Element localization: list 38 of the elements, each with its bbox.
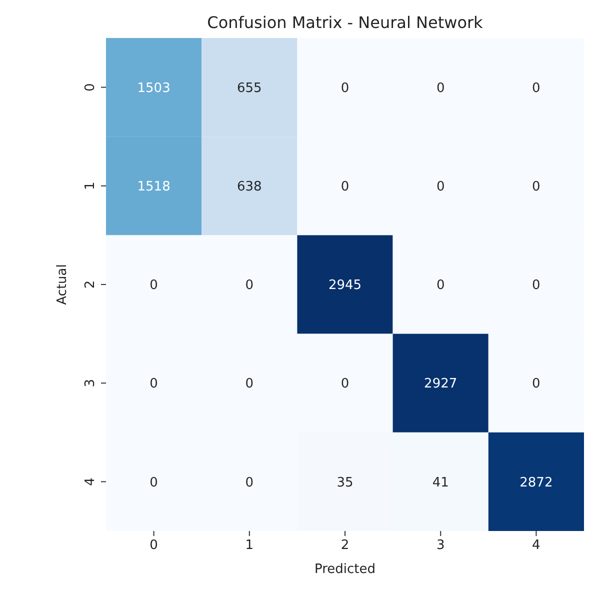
data-label: 1503 — [137, 80, 170, 96]
data-label: 0 — [532, 80, 540, 96]
y-tick-label: 1 — [83, 182, 98, 190]
data-label: 1518 — [137, 179, 170, 194]
data-label: 0 — [150, 278, 158, 294]
data-label: 0 — [436, 80, 445, 96]
data-label: 0 — [245, 278, 254, 294]
data-label: 0 — [340, 376, 350, 392]
data-label: 2872 — [520, 475, 553, 490]
data-label: 0 — [340, 80, 350, 96]
x-axis-title: Predicted — [314, 562, 376, 577]
y-tick-label: 4 — [83, 478, 98, 486]
data-label: 0 — [150, 376, 158, 392]
data-label: 0 — [245, 475, 254, 490]
y-axis-title: Actual — [55, 264, 70, 305]
data-label: 2927 — [424, 376, 458, 392]
y-tick-label: 3 — [83, 378, 98, 388]
data-label: 0 — [245, 376, 254, 392]
data-label: 0 — [532, 376, 540, 392]
y-tick-label: 0 — [83, 83, 98, 92]
x-tick-label: 0 — [150, 538, 158, 553]
data-label: 0 — [532, 179, 540, 194]
x-tick-label: 2 — [340, 538, 350, 553]
y-tick-label: 2 — [83, 280, 98, 289]
data-label: 0 — [150, 475, 158, 490]
data-label: 41 — [432, 475, 449, 490]
x-tick-label: 3 — [436, 538, 445, 553]
data-label: 0 — [436, 179, 445, 194]
data-label: 638 — [236, 179, 262, 194]
data-label: 655 — [236, 80, 262, 96]
data-label: 0 — [436, 278, 445, 294]
chart-title: Confusion Matrix - Neural Network — [207, 13, 484, 32]
x-tick-label: 1 — [245, 538, 254, 553]
data-label: 0 — [532, 278, 540, 294]
x-tick-label: 4 — [532, 538, 540, 553]
data-label: 35 — [336, 475, 354, 490]
data-label: 0 — [340, 179, 350, 194]
data-label: 2945 — [328, 278, 362, 294]
